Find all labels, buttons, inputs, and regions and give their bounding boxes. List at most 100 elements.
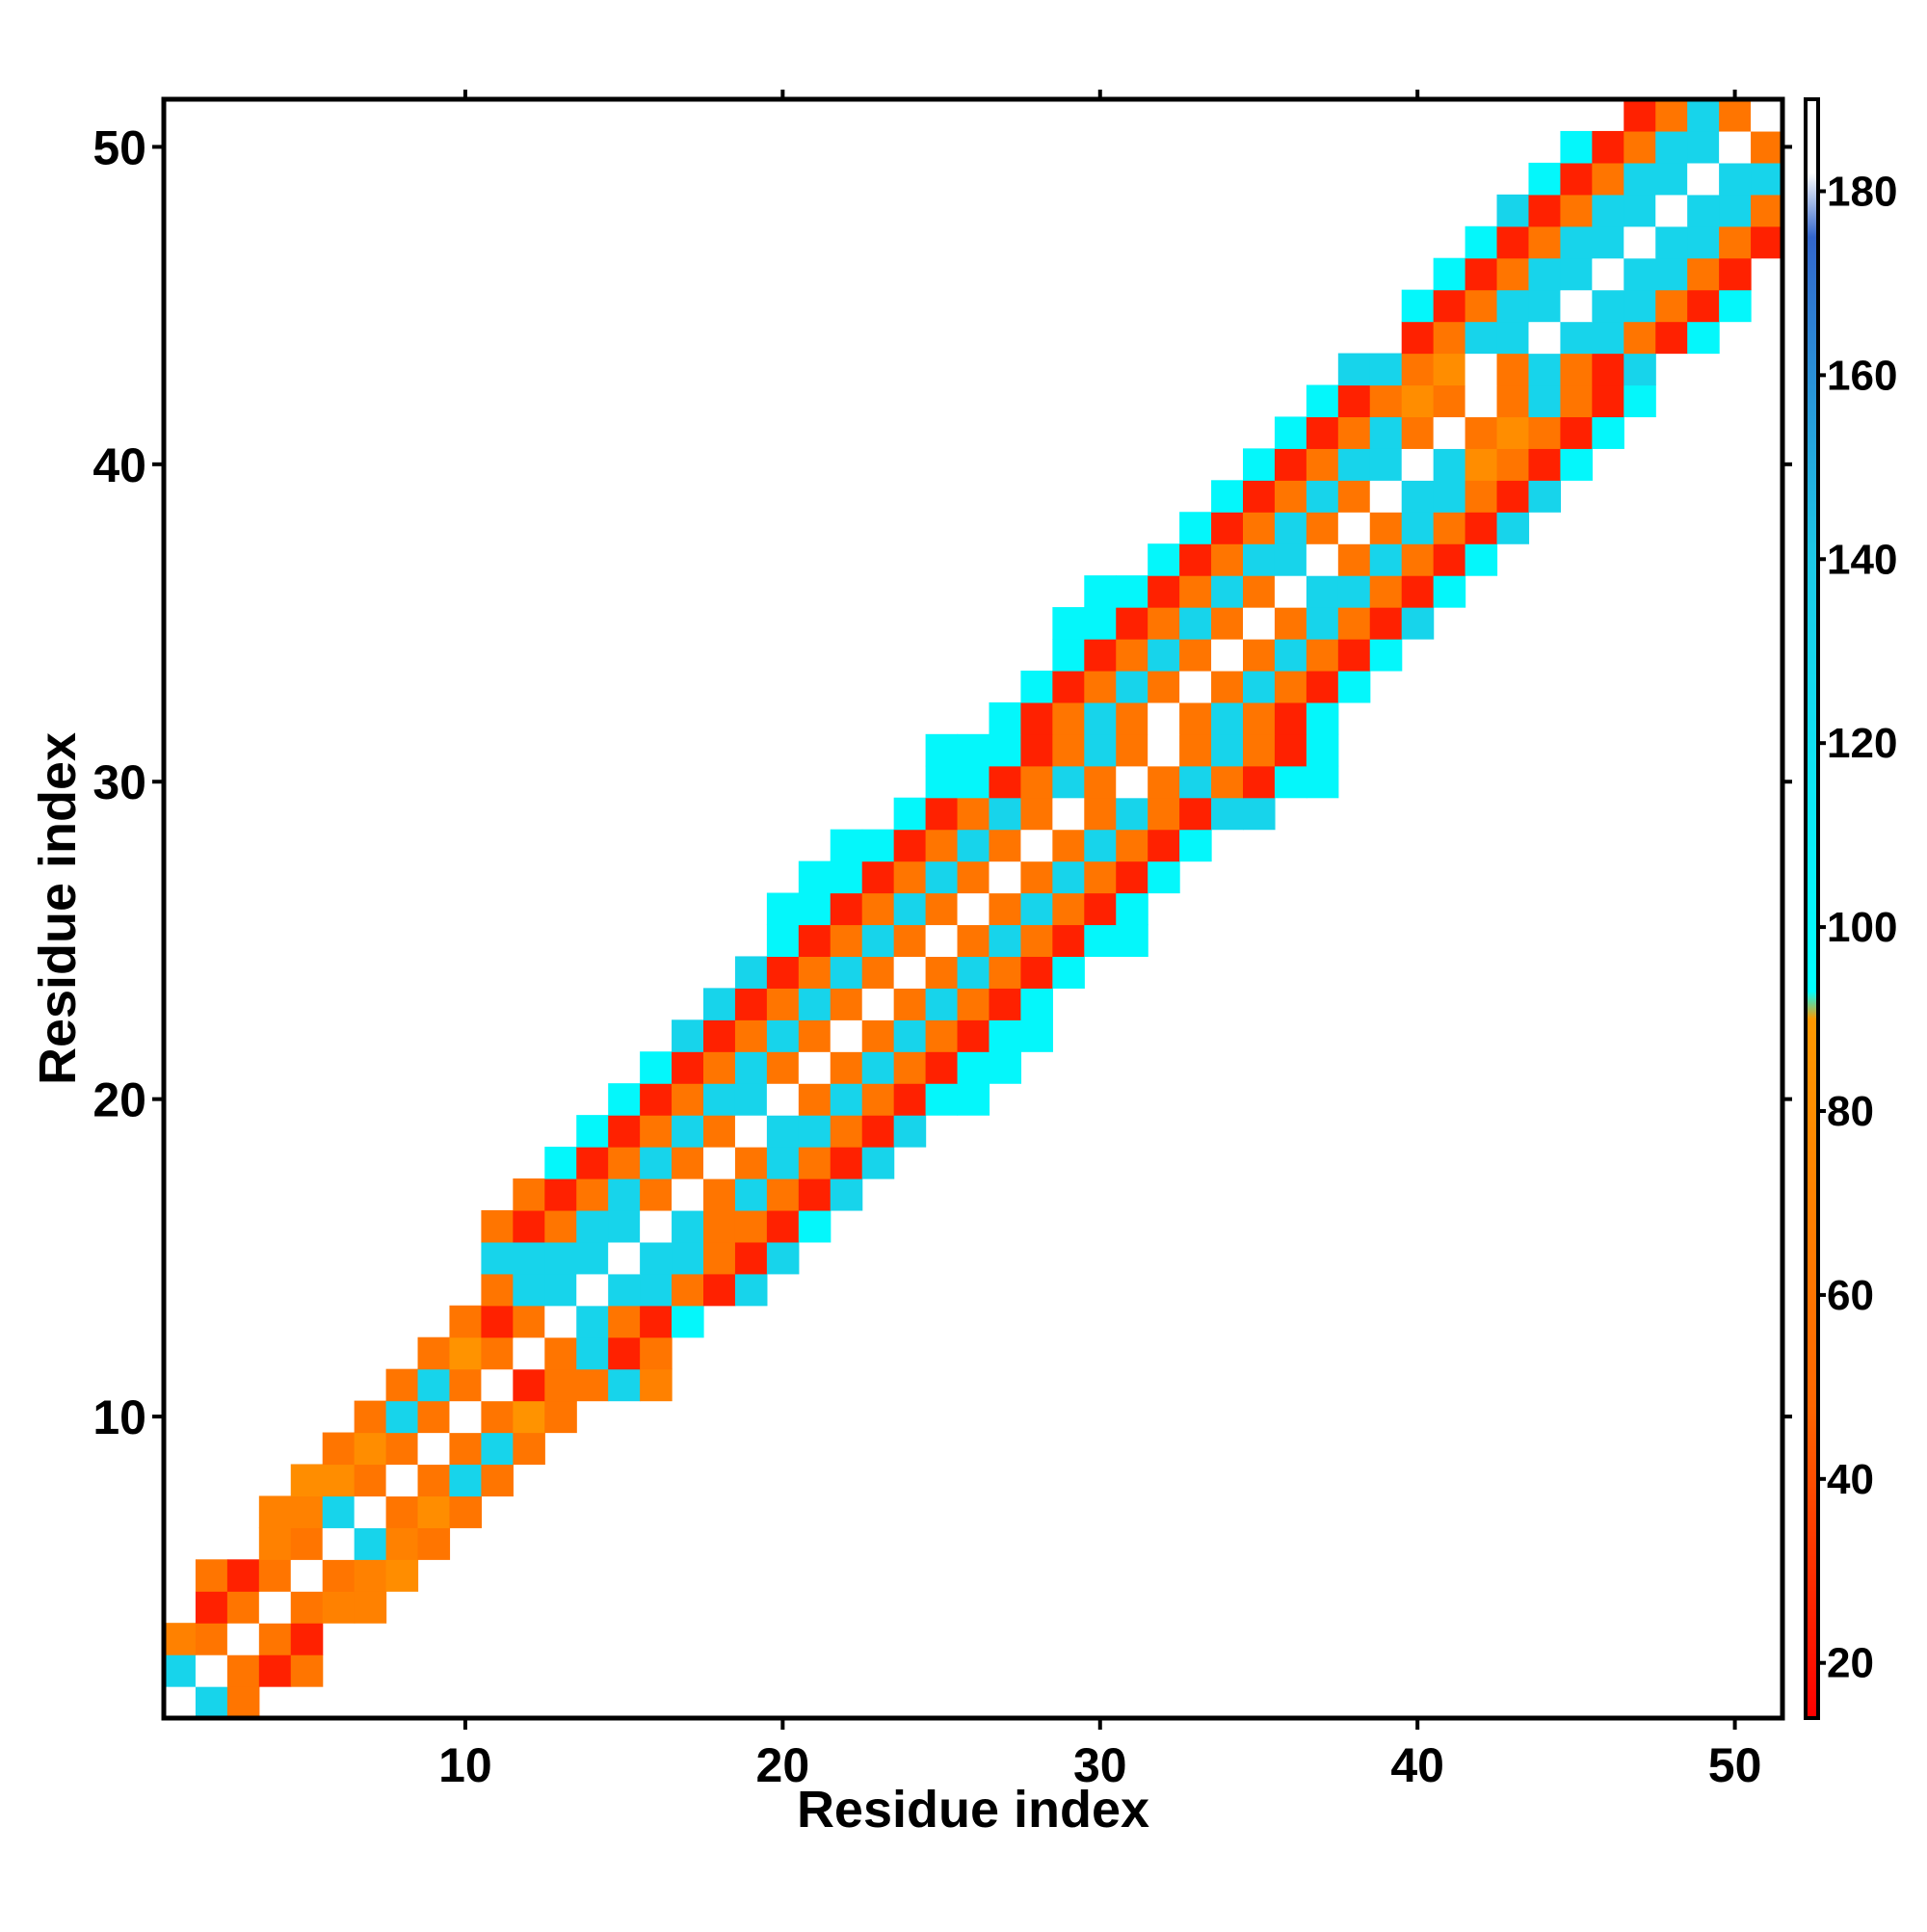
heatmap-cell bbox=[449, 1432, 483, 1466]
heatmap-cell bbox=[1243, 797, 1276, 831]
heatmap-cell bbox=[481, 1273, 514, 1307]
heatmap-cell bbox=[576, 1273, 609, 1307]
heatmap-cell bbox=[1433, 512, 1466, 544]
heatmap-cell bbox=[1465, 448, 1498, 481]
heatmap-cell bbox=[354, 1432, 387, 1466]
heatmap-cell bbox=[798, 1178, 832, 1211]
heatmap-cell bbox=[1401, 353, 1435, 386]
heatmap-cell bbox=[1528, 480, 1562, 513]
heatmap-cell bbox=[417, 1464, 451, 1497]
x-tick-label: 20 bbox=[756, 1738, 810, 1792]
heatmap-cell bbox=[957, 1083, 990, 1116]
heatmap-cell bbox=[1401, 480, 1435, 513]
heatmap-cell bbox=[1401, 512, 1435, 544]
heatmap-cell bbox=[385, 1432, 419, 1466]
heatmap-cell bbox=[1179, 639, 1212, 672]
heatmap-cell bbox=[1496, 289, 1530, 323]
heatmap-cell bbox=[766, 924, 800, 958]
heatmap-cell bbox=[608, 1147, 641, 1179]
heatmap-cell bbox=[989, 988, 1022, 1020]
heatmap-cell bbox=[544, 1305, 577, 1338]
heatmap-cell bbox=[861, 1083, 895, 1116]
heatmap-cell bbox=[608, 1368, 641, 1402]
heatmap-cell bbox=[1020, 988, 1053, 1020]
heatmap-cell bbox=[1623, 194, 1656, 227]
heatmap-cell bbox=[734, 1178, 768, 1211]
heatmap-cell bbox=[1719, 194, 1752, 227]
heatmap-cell bbox=[1179, 829, 1212, 862]
heatmap-cell bbox=[861, 892, 895, 926]
heatmap-cell bbox=[258, 1559, 292, 1592]
heatmap-cell bbox=[481, 1368, 514, 1402]
heatmap-cell bbox=[957, 733, 990, 767]
heatmap-cell bbox=[1274, 607, 1307, 640]
heatmap-cell bbox=[1084, 639, 1117, 672]
heatmap-cell bbox=[703, 1115, 736, 1148]
heatmap-cell bbox=[957, 765, 990, 799]
heatmap-cell bbox=[290, 1559, 324, 1592]
colorbar-tick-label: 60 bbox=[1827, 1272, 1874, 1319]
heatmap-cell bbox=[925, 1083, 959, 1116]
heatmap-cell bbox=[1243, 765, 1276, 799]
heatmap-cell bbox=[385, 1527, 419, 1560]
heatmap-cell bbox=[1274, 448, 1307, 481]
heatmap-cell bbox=[1592, 162, 1624, 196]
heatmap-cell bbox=[1337, 480, 1371, 513]
heatmap-cell bbox=[226, 1623, 260, 1655]
heatmap-cell bbox=[290, 1464, 324, 1497]
heatmap-cell bbox=[1369, 543, 1403, 576]
heatmap-cell bbox=[322, 1527, 356, 1560]
heatmap-cell bbox=[164, 1623, 197, 1655]
heatmap-cell bbox=[1052, 670, 1085, 703]
heatmap-cell bbox=[1211, 575, 1244, 608]
heatmap-cell bbox=[1148, 701, 1180, 735]
heatmap-cell bbox=[1623, 99, 1656, 132]
heatmap-cell bbox=[830, 1083, 863, 1116]
heatmap-cell bbox=[1274, 639, 1307, 672]
heatmap-cell bbox=[1655, 225, 1688, 259]
heatmap-cell bbox=[513, 1178, 545, 1211]
heatmap-cell bbox=[925, 733, 959, 767]
heatmap-cell bbox=[1528, 257, 1562, 291]
heatmap-cell bbox=[1369, 353, 1403, 386]
heatmap-cell bbox=[1623, 353, 1656, 386]
heatmap-cell bbox=[830, 956, 863, 989]
heatmap-cell bbox=[989, 956, 1022, 989]
heatmap-cell bbox=[1560, 257, 1593, 291]
heatmap-cell bbox=[1369, 639, 1403, 672]
heatmap-cell bbox=[1337, 543, 1371, 576]
heatmap-cell bbox=[766, 1115, 800, 1148]
x-tick-label: 50 bbox=[1708, 1738, 1762, 1792]
heatmap-cell bbox=[1116, 797, 1148, 831]
heatmap-cell bbox=[703, 1083, 736, 1116]
heatmap-cell bbox=[1052, 892, 1085, 926]
heatmap-cell bbox=[1084, 607, 1117, 640]
heatmap-cell bbox=[1052, 829, 1085, 862]
heatmap-cell bbox=[1401, 289, 1435, 323]
heatmap-cell bbox=[1401, 416, 1435, 449]
heatmap-cell bbox=[1433, 289, 1466, 323]
heatmap-cell bbox=[1687, 194, 1720, 227]
heatmap-cell bbox=[608, 1209, 641, 1243]
heatmap-cell bbox=[1020, 1019, 1053, 1052]
heatmap-cell bbox=[164, 1654, 197, 1687]
heatmap-cell bbox=[989, 829, 1022, 862]
heatmap-cell bbox=[830, 1178, 863, 1211]
heatmap-cell bbox=[1465, 289, 1498, 323]
heatmap-cell bbox=[1337, 448, 1371, 481]
heatmap-cell bbox=[385, 1464, 419, 1497]
heatmap-cell bbox=[226, 1559, 260, 1592]
heatmap-cell bbox=[830, 1115, 863, 1148]
heatmap-cell bbox=[989, 892, 1022, 926]
heatmap-cell bbox=[1243, 480, 1276, 513]
heatmap-cell bbox=[989, 1051, 1022, 1084]
heatmap-cell bbox=[766, 1178, 800, 1211]
heatmap-cell bbox=[893, 1051, 927, 1084]
heatmap-cell bbox=[1655, 321, 1688, 355]
heatmap-cell bbox=[734, 1209, 768, 1243]
heatmap-cell bbox=[1719, 162, 1752, 196]
heatmap-cell bbox=[766, 956, 800, 989]
heatmap-cell bbox=[830, 1051, 863, 1084]
heatmap-cell bbox=[481, 1464, 514, 1497]
heatmap-cell bbox=[1116, 670, 1148, 703]
